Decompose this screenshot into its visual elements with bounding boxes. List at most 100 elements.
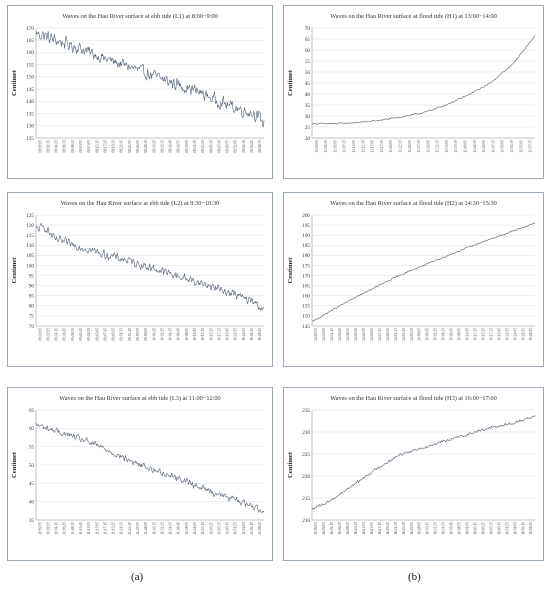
x-tick-label: 11:30:15 xyxy=(152,522,156,535)
x-tick-label: 11:54:05 xyxy=(242,522,246,535)
chart-panel-l2: Waves on the Hau River surface at ebb ti… xyxy=(7,192,273,367)
x-tick-label: 09:30:05 xyxy=(38,328,42,341)
x-tick-label: 10:08:55 xyxy=(185,328,189,341)
x-tick-label: 11:56:15 xyxy=(250,522,254,535)
x-tick-label: 08:23:55 xyxy=(128,140,132,153)
chart-title: Waves on the Hau River surface at ebb ti… xyxy=(59,395,220,402)
y-tick-label: 65 xyxy=(29,408,35,414)
y-tick-label: 40 xyxy=(29,499,35,505)
x-tick-label: 15:21:55 xyxy=(505,328,509,341)
y-tick-label: 215 xyxy=(302,496,310,502)
y-axis-label: Centimet xyxy=(287,257,294,284)
x-tick-label: 15:11:05 xyxy=(466,328,470,341)
series-line xyxy=(311,414,536,510)
x-tick-label: 16:02:05 xyxy=(322,522,326,535)
y-tick-label: 105 xyxy=(26,253,34,259)
y-tick-label: 170 xyxy=(302,273,310,279)
y-tick-label: 75 xyxy=(29,314,35,320)
chart-title: Waves on the Hau River surface at flood … xyxy=(330,200,497,207)
x-tick-label: 16:08:35 xyxy=(346,522,350,535)
x-tick-label: 14:34:15 xyxy=(330,328,334,341)
x-tick-label: 15:26:15 xyxy=(521,328,525,341)
series-line xyxy=(35,223,265,311)
x-tick-label: 08:54:15 xyxy=(242,140,246,153)
x-tick-label: 13:15:05 xyxy=(371,140,375,153)
x-tick-label: 08:10:55 xyxy=(79,140,83,153)
x-tick-label: 16:15:05 xyxy=(370,522,374,535)
x-tick-label: 08:32:35 xyxy=(160,140,164,153)
x-tick-label: 16:28:05 xyxy=(418,522,422,535)
x-tick-label: 08:43:25 xyxy=(201,140,205,153)
x-tick-label: 09:53:45 xyxy=(128,328,132,341)
y-tick-label: 70 xyxy=(29,324,35,330)
x-tick-label: 16:45:25 xyxy=(481,522,485,535)
x-tick-label: 11:45:25 xyxy=(209,522,213,535)
x-tick-label: 15:59:55 xyxy=(314,522,318,535)
x-tick-label: 08:00:05 xyxy=(38,140,42,153)
x-tick-label: 13:42:35 xyxy=(473,140,477,153)
x-tick-label: 11:47:35 xyxy=(217,522,221,535)
x-tick-label: 11:21:35 xyxy=(120,522,124,535)
y-tick-label: 85 xyxy=(29,294,35,300)
x-tick-label: 09:58:05 xyxy=(144,328,148,341)
y-tick-label: 35 xyxy=(305,103,311,109)
x-tick-label: 11:12:55 xyxy=(87,522,91,535)
x-tick-label: 15:13:15 xyxy=(473,328,477,341)
x-tick-label: 14:53:45 xyxy=(402,328,406,341)
x-tick-label: 08:30:25 xyxy=(152,140,156,153)
x-tick-label: 09:38:35 xyxy=(71,328,75,341)
x-tick-label: 16:41:05 xyxy=(466,522,470,535)
caption-a: (a) xyxy=(131,571,144,583)
x-tick-label: 08:08:45 xyxy=(71,140,75,153)
y-tick-label: 220 xyxy=(302,474,310,480)
x-tick-label: 09:36:25 xyxy=(63,328,67,341)
x-tick-label: 10:26:15 xyxy=(250,328,254,341)
x-tick-label: 11:10:45 xyxy=(79,522,83,535)
y-tick-label: 45 xyxy=(29,481,35,487)
x-tick-label: 08:28:15 xyxy=(144,140,148,153)
x-tick-label: 10:13:15 xyxy=(201,328,205,341)
x-tick-label: 09:42:55 xyxy=(87,328,91,341)
x-tick-label: 08:56:25 xyxy=(250,140,254,153)
y-tick-label: 30 xyxy=(305,114,311,120)
chart-title: Waves on the Hau River surface at ebb ti… xyxy=(61,200,220,207)
y-axis-label: Centimet xyxy=(287,451,294,478)
x-tick-label: 09:55:55 xyxy=(136,328,140,341)
x-tick-label: 09:40:45 xyxy=(79,328,83,341)
y-tick-label: 100 xyxy=(26,263,34,269)
x-tick-label: 11:02:05 xyxy=(46,522,50,535)
x-tick-label: 15:17:35 xyxy=(489,328,493,341)
x-tick-label: 16:19:25 xyxy=(386,522,390,535)
y-tick-label: 155 xyxy=(26,62,34,68)
y-tick-label: 70 xyxy=(305,26,311,32)
y-tick-label: 225 xyxy=(302,452,310,458)
x-tick-label: 10:19:45 xyxy=(226,328,230,341)
x-tick-label: 16:04:15 xyxy=(330,522,334,535)
x-tick-label: 16:34:35 xyxy=(442,522,446,535)
x-tick-label: 14:58:05 xyxy=(418,328,422,341)
chart-title: Waves on the Hau River surface at ebb ti… xyxy=(62,13,217,20)
x-tick-label: 16:36:45 xyxy=(450,522,454,535)
x-tick-label: 14:38:35 xyxy=(346,328,350,341)
x-tick-label: 11:43:15 xyxy=(201,522,205,535)
y-tick-label: 110 xyxy=(26,243,34,249)
x-tick-label: 11:49:45 xyxy=(226,522,230,535)
x-tick-label: 11:41:05 xyxy=(193,522,197,535)
x-tick-label: 15:19:45 xyxy=(497,328,501,341)
y-tick-label: 55 xyxy=(29,444,35,450)
x-tick-label: 13:50:05 xyxy=(501,140,505,153)
x-tick-label: 08:47:45 xyxy=(217,140,221,153)
x-tick-label: 16:47:35 xyxy=(489,522,493,535)
x-tick-label: 10:04:35 xyxy=(169,328,173,341)
x-tick-label: 08:45:35 xyxy=(209,140,213,153)
x-tick-label: 11:23:45 xyxy=(128,522,132,535)
y-tick-label: 165 xyxy=(302,283,310,289)
x-tick-label: 14:55:55 xyxy=(410,328,414,341)
x-tick-label: 11:19:25 xyxy=(112,522,116,535)
x-tick-label: 16:32:25 xyxy=(434,522,438,535)
x-tick-label: 13:57:35 xyxy=(529,140,533,153)
chart-svg: Waves on the Hau River surface at flood … xyxy=(287,395,536,535)
y-tick-label: 145 xyxy=(302,324,310,330)
x-tick-label: 14:45:05 xyxy=(370,328,374,341)
x-tick-label: 13:02:35 xyxy=(324,140,328,153)
